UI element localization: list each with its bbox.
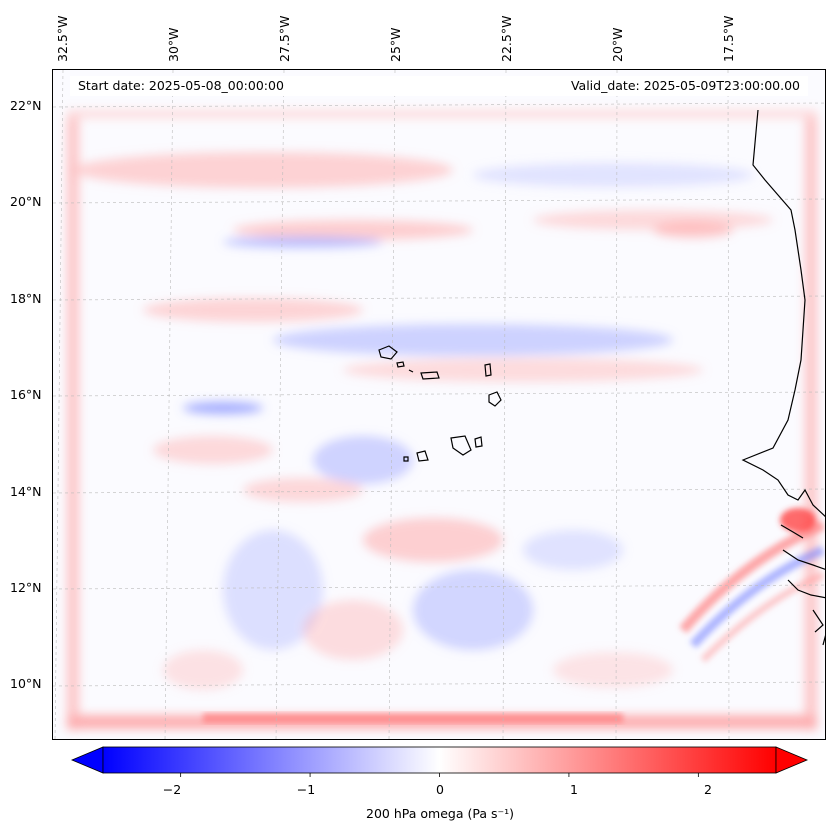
start-date-label: Start date: 2025-05-08_00:00:00	[78, 78, 284, 93]
colorbar-tick-2: 2	[704, 782, 712, 797]
colorbar-extend-max	[775, 746, 809, 774]
colorbar	[70, 746, 809, 777]
lat-label-20n: 20°N	[10, 194, 42, 209]
lon-label-17-5w: 17.5°W	[721, 15, 736, 62]
omega-field-map	[53, 70, 825, 739]
graticule	[53, 70, 825, 739]
coastal-wave-train	[679, 508, 825, 663]
colorbar-tick-marks	[180, 773, 699, 777]
lat-label-18n: 18°N	[10, 291, 42, 306]
lat-label-22n: 22°N	[10, 98, 42, 113]
lon-label-30w: 30°W	[166, 27, 181, 62]
lat-label-14n: 14°N	[10, 484, 42, 499]
colorbar-tick-0: 0	[436, 782, 444, 797]
map-panel	[52, 69, 826, 740]
colorbar-tick-minus-1: −1	[296, 782, 316, 797]
lon-label-25w: 25°W	[388, 27, 403, 62]
cape-verde-islands	[378, 345, 502, 462]
africa-coastline	[741, 109, 825, 646]
colorbar-tick-minus-2: −2	[162, 782, 182, 797]
lon-label-27-5w: 27.5°W	[277, 15, 292, 62]
colorbar-tick-1: 1	[570, 782, 578, 797]
omega-bands	[73, 152, 773, 690]
colorbar-body	[102, 746, 777, 774]
southern-red-band	[203, 713, 623, 723]
colorbar-label: 200 hPa omega (Pa s⁻¹)	[366, 806, 514, 821]
info-bar: Start date: 2025-05-08_00:00:00 Valid_da…	[70, 76, 808, 96]
colorbar-extend-min	[70, 746, 104, 774]
lat-label-10n: 10°N	[10, 676, 42, 691]
lat-label-16n: 16°N	[10, 387, 42, 402]
valid-date-label: Valid_date: 2025-05-09T23:00:00.00	[570, 78, 800, 93]
lon-label-22-5w: 22.5°W	[499, 15, 514, 62]
lon-label-20w: 20°W	[610, 27, 625, 62]
lat-label-12n: 12°N	[10, 580, 42, 595]
lon-label-32-5w: 32.5°W	[55, 15, 70, 62]
